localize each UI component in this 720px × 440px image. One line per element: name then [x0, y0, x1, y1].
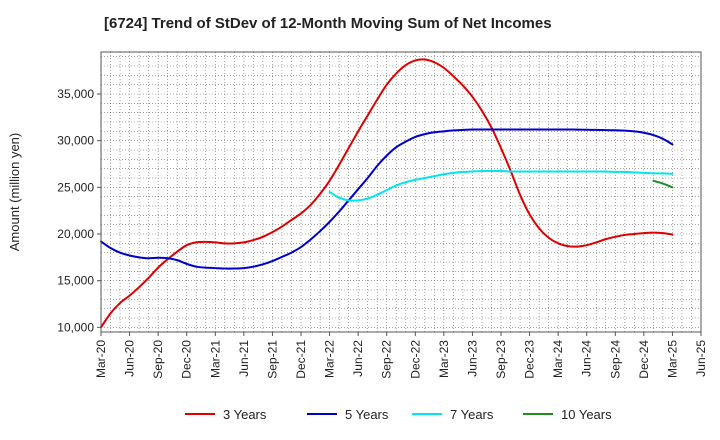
x-tick-label: Dec-20: [180, 340, 194, 379]
x-tick-label: Sep-23: [494, 340, 508, 379]
x-tick-label: Jun-21: [237, 340, 251, 377]
x-tick-label: Dec-22: [408, 340, 422, 379]
x-tick-label: Sep-22: [380, 340, 394, 379]
plot-frame: [100, 51, 702, 333]
y-axis-title: Amount (million yen): [7, 133, 22, 252]
x-tick-label: Mar-25: [665, 340, 679, 378]
x-tick-label: Jun-25: [694, 340, 708, 377]
y-tick-label: 30,000: [57, 134, 94, 148]
x-tick-label: Sep-20: [151, 340, 165, 379]
series-line-3-years: [100, 58, 674, 329]
x-tick-label: Sep-21: [265, 340, 279, 379]
x-tick-label: Mar-21: [208, 340, 222, 378]
x-tick-label: Dec-24: [637, 340, 651, 379]
grid-lines: [100, 52, 702, 332]
series-line-5-years: [100, 128, 674, 270]
x-tick-label: Jun-20: [123, 340, 137, 377]
y-tick-label: 10,000: [57, 320, 94, 334]
y-tick-label: 15,000: [57, 274, 94, 288]
x-tick-label: Jun-22: [351, 340, 365, 377]
x-axis-ticks: Mar-20 Jun-20 Sep-20 Dec-20 Mar-21 Jun-21 Sep-…: [94, 332, 708, 379]
legend-label-5-years: 5 Years: [345, 407, 389, 422]
legend-label-7-years: 7 Years: [450, 407, 494, 422]
legend-label-10-years: 10 Years: [561, 407, 612, 422]
x-tick-label: Mar-23: [437, 340, 451, 378]
x-tick-label: Sep-24: [608, 340, 622, 379]
legend: 3 Years 5 Years 7 Years 10 Years: [185, 407, 612, 422]
y-tick-label: 20,000: [57, 227, 94, 241]
series-line-7-years: [328, 169, 674, 202]
x-tick-label: Mar-24: [551, 340, 565, 378]
series-line-10-years: [652, 179, 674, 189]
y-axis-ticks: 10,000 15,000 20,000 25,000 30,000 35,000: [57, 87, 101, 334]
series-lines: [100, 58, 674, 329]
x-tick-label: Dec-21: [294, 340, 308, 379]
x-tick-label: Dec-23: [523, 340, 537, 379]
x-tick-label: Jun-23: [465, 340, 479, 377]
legend-label-3-years: 3 Years: [223, 407, 267, 422]
y-tick-label: 25,000: [57, 180, 94, 194]
x-tick-label: Jun-24: [580, 340, 594, 377]
chart-title: [6724] Trend of StDev of 12-Month Moving…: [104, 15, 552, 32]
plot-background: [101, 52, 701, 332]
x-tick-label: Mar-20: [94, 340, 108, 378]
x-tick-label: Mar-22: [323, 340, 337, 378]
y-tick-label: 35,000: [57, 87, 94, 101]
